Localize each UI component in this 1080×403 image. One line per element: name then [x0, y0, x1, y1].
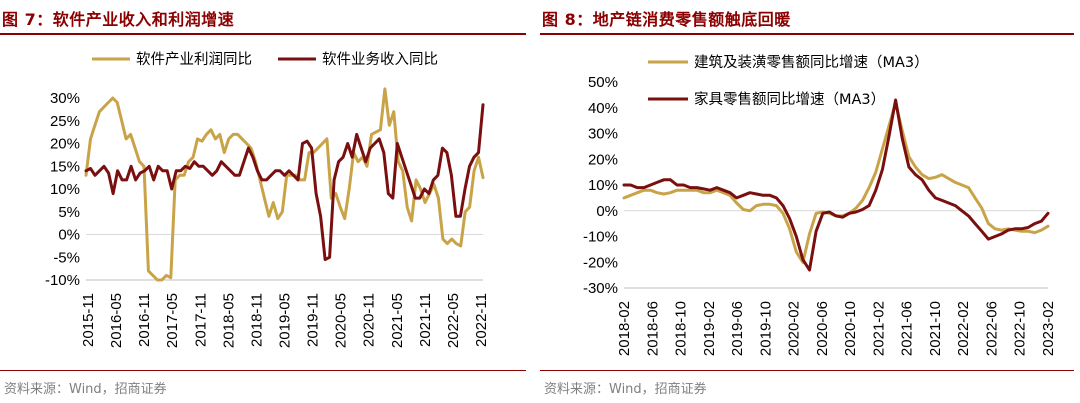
x-tick-label: 2019-10 [757, 301, 774, 356]
x-tick-label: 2020-11 [361, 293, 378, 347]
y-tick-label: -20% [583, 254, 618, 271]
y-tick-label: -10% [583, 229, 618, 246]
x-tick-label: 2016-11 [136, 293, 153, 347]
y-tick-label: -5% [53, 249, 80, 266]
x-tick-label: 2019-11 [305, 293, 322, 347]
x-tick-label: 2022-02 [955, 301, 972, 356]
chart-panel-left: 图 7：软件产业收入和利润增速 30% 25% 20% 15% 10% 5% 0% -5% -1… [0, 0, 532, 403]
x-tick-label: 2020-05 [333, 293, 350, 348]
chart-title: 图 8：地产链消费零售额触底回暖 [542, 10, 791, 29]
x-tick-label: 2020-06 [814, 301, 831, 356]
y-tick-label: 5% [58, 204, 80, 221]
y-tick-label: 10% [50, 181, 80, 198]
x-tick-label: 2022-06 [983, 301, 1000, 356]
x-tick-label: 2018-11 [248, 293, 265, 347]
y-tick-label: 30% [50, 90, 80, 107]
chart-svg-left: 30% 25% 20% 15% 10% 5% 0% -5% -10%2015-11 2016-05… [45, 51, 490, 348]
x-tick-label: 2021-05 [389, 293, 406, 348]
x-tick-label: 2021-11 [417, 293, 434, 347]
y-tick-label: 15% [50, 158, 80, 175]
footer-rule [0, 370, 526, 371]
x-tick-label: 2023-02 [1040, 301, 1057, 356]
x-tick-label: 2019-02 [701, 301, 718, 356]
y-tick-label: 0% [58, 227, 80, 244]
legend-label-2: 软件业务收入同比 [322, 51, 438, 68]
chart-title: 图 7：软件产业收入和利润增速 [2, 10, 235, 29]
series-line-2 [622, 98, 1050, 272]
source-note: 资料来源：Wind，招商证券 [4, 382, 167, 397]
y-tick-label: -10% [45, 272, 80, 289]
chart-panel-right: 图 8：地产链消费零售额触底回暖 50% 40% 30% 20% 10% 0% -10% -2… [540, 0, 1080, 403]
y-tick-label: 0% [596, 203, 618, 220]
x-tick-label: 2020-10 [842, 301, 859, 356]
x-tick-label: 2021-02 [870, 301, 887, 356]
series-line-1 [622, 101, 1050, 264]
title-rule [540, 33, 1074, 35]
x-tick-label: 2017-11 [192, 293, 209, 347]
x-tick-label: 2016-05 [108, 293, 125, 348]
x-tick-label: 2015-11 [80, 293, 97, 347]
legend-label-1: 建筑及装潢零售额同比增速（MA3） [694, 54, 929, 71]
x-tick-label: 2022-05 [445, 293, 462, 348]
x-tick-label: 2022-11 [473, 293, 490, 347]
series-line-1 [84, 87, 485, 282]
y-tick-label: 20% [588, 151, 618, 168]
legend-label-1: 软件产业利润同比 [136, 51, 252, 68]
x-tick-label: 2020-02 [786, 301, 803, 356]
y-tick-label: 40% [588, 100, 618, 117]
y-tick-label: 50% [588, 74, 618, 91]
y-tick-label: 20% [50, 136, 80, 153]
x-tick-label: 2018-06 [644, 301, 661, 356]
legend-label-2: 家具零售额同比增速（MA3） [694, 91, 885, 108]
chart-svg-right: 50% 40% 30% 20% 10% 0% -10% -20% -30% 2018-02 2018… [583, 54, 1057, 356]
x-tick-label: 2022-10 [1012, 301, 1029, 356]
x-tick-label: 2021-06 [899, 301, 916, 356]
y-tick-label: -30% [583, 280, 618, 297]
x-tick-label: 2018-02 [616, 301, 633, 356]
source-note: 资料来源：Wind，招商证券 [544, 382, 707, 397]
x-tick-label: 2019-05 [277, 293, 294, 348]
y-tick-label: 25% [50, 113, 80, 130]
x-tick-label: 2021-10 [927, 301, 944, 356]
x-tick-label: 2018-05 [220, 293, 237, 348]
series-line-2 [84, 103, 485, 261]
x-tick-label: 2019-06 [729, 301, 746, 356]
x-tick-label: 2018-10 [673, 301, 690, 356]
title-rule [0, 33, 526, 35]
y-tick-label: 30% [588, 126, 618, 143]
x-tick-label: 2017-05 [164, 293, 181, 348]
y-tick-label: 10% [588, 177, 618, 194]
footer-rule [540, 370, 1074, 371]
